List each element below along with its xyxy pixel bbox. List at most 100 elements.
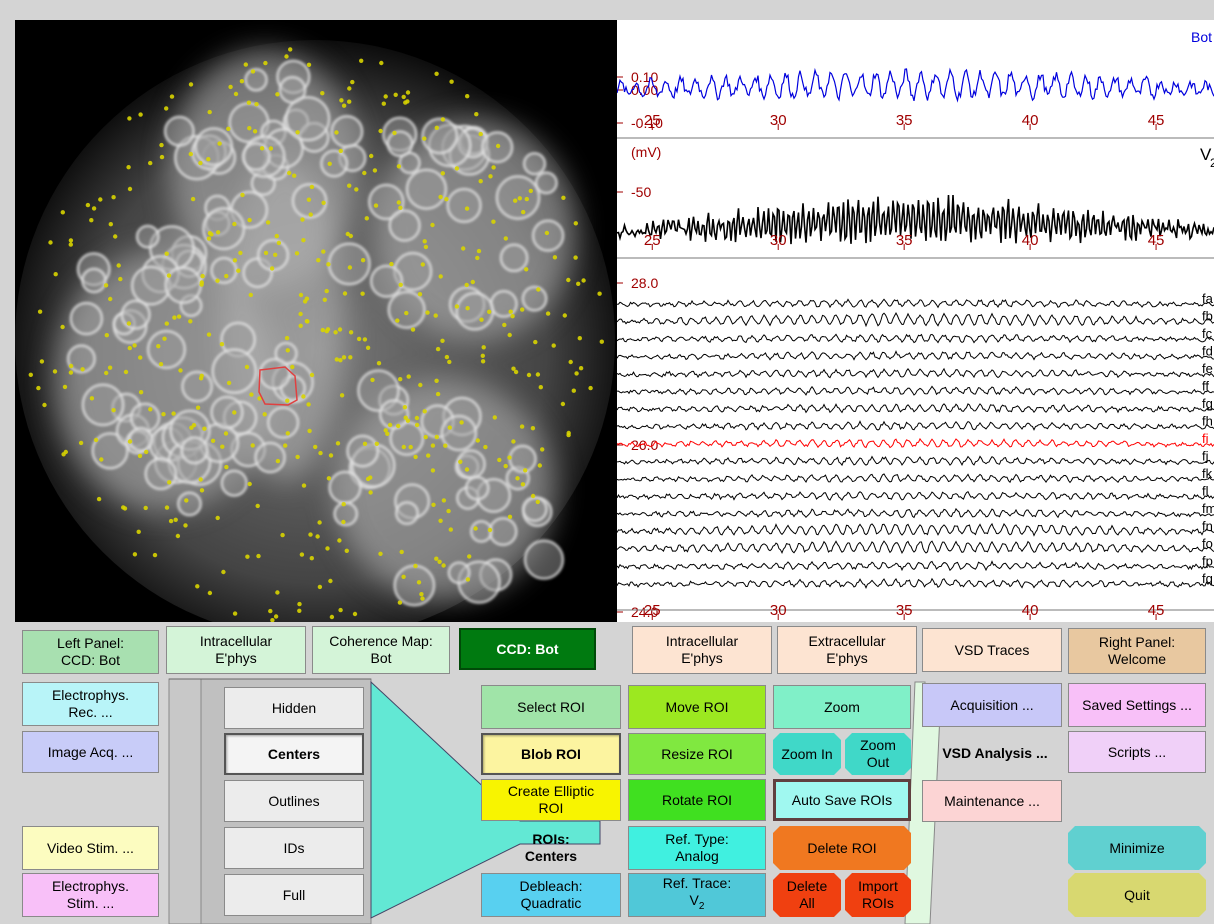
roi-center-dot[interactable] [517,196,522,201]
roi-center-dot[interactable] [573,221,578,226]
roi-center-dot[interactable] [138,112,143,117]
roi-center-dot[interactable] [473,526,478,531]
roi-center-dot[interactable] [284,54,289,59]
roi-center-dot[interactable] [275,92,280,97]
roi-center-dot[interactable] [373,203,379,208]
roi-center-dot[interactable] [405,90,411,95]
roi-center-dot[interactable] [168,518,174,524]
roi-center-dot[interactable] [420,262,425,267]
roi-center-dot[interactable] [116,263,121,268]
roi-center-dot[interactable] [398,282,403,287]
roi-center-dot[interactable] [533,339,538,345]
left-panel-tab[interactable]: Left Panel: CCD: Bot [22,630,159,674]
roi-center-dot[interactable] [480,359,486,364]
roi-center-dot[interactable] [172,315,177,320]
roi-center-dot[interactable] [324,288,329,294]
roi-center-dot[interactable] [398,377,403,382]
roi-center-dot[interactable] [540,447,545,452]
roi-center-dot[interactable] [464,282,469,288]
roi-center-dot[interactable] [347,183,352,188]
roi-center-dot[interactable] [304,319,310,324]
roi-center-dot[interactable] [378,551,383,556]
roi-center-dot[interactable] [298,292,304,298]
roi-center-dot[interactable] [126,321,132,326]
roi-center-dot[interactable] [434,125,439,130]
roi-center-dot[interactable] [438,274,443,279]
roi-center-dot[interactable] [502,322,507,328]
roi-center-dot[interactable] [226,380,232,386]
roi-center-dot[interactable] [551,343,556,348]
view-full-button[interactable]: Full [224,874,364,916]
roi-center-dot[interactable] [215,515,220,521]
roi-center-dot[interactable] [440,171,445,176]
ccd-image-panel[interactable] [15,20,617,622]
roi-center-dot[interactable] [524,196,529,202]
roi-center-dot[interactable] [190,196,196,202]
roi-center-dot[interactable] [417,292,423,297]
image-acq-button[interactable]: Image Acq. ... [22,731,159,773]
roi-center-dot[interactable] [132,343,137,348]
roi-center-dot[interactable] [448,527,453,532]
roi-center-dot[interactable] [275,590,280,595]
roi-center-dot[interactable] [524,267,529,272]
roi-center-dot[interactable] [354,187,359,192]
roi-center-dot[interactable] [434,556,439,561]
roi-center-dot[interactable] [379,60,384,66]
roi-center-dot[interactable] [337,327,343,332]
roi-center-dot[interactable] [513,198,518,203]
roi-center-dot[interactable] [339,98,344,103]
roi-center-dot[interactable] [352,611,358,617]
roi-center-dot[interactable] [288,47,293,52]
roi-center-dot[interactable] [399,549,404,555]
roi-center-dot[interactable] [519,424,525,429]
roi-center-dot[interactable] [320,91,325,96]
roi-center-dot[interactable] [329,614,335,620]
ref-type-button[interactable]: Ref. Type: Analog [628,826,766,870]
roi-center-dot[interactable] [89,396,95,401]
roi-center-dot[interactable] [248,292,253,298]
vsd-analysis-button[interactable]: VSD Analysis ... [928,731,1062,775]
roi-center-dot[interactable] [511,366,516,371]
roi-center-dot[interactable] [487,527,493,533]
roi-center-dot[interactable] [233,91,239,97]
roi-center-dot[interactable] [441,563,446,568]
roi-center-dot[interactable] [167,480,172,485]
roi-center-dot[interactable] [284,335,290,341]
roi-center-dot[interactable] [273,614,279,619]
roi-center-dot[interactable] [350,79,355,85]
roi-center-dot[interactable] [280,532,285,538]
roi-center-dot[interactable] [503,463,508,469]
right-panel-tab[interactable]: Right Panel: Welcome [1068,628,1206,674]
roi-center-dot[interactable] [136,529,141,534]
roi-center-dot[interactable] [126,165,131,170]
roi-center-dot[interactable] [566,277,571,283]
roi-center-dot[interactable] [360,291,365,296]
roi-center-dot[interactable] [164,505,170,510]
electrophys-stim-button[interactable]: Electrophys. Stim. ... [22,873,159,917]
roi-center-dot[interactable] [341,355,347,360]
roi-center-dot[interactable] [360,258,366,263]
roi-center-dot[interactable] [91,206,97,211]
roi-center-dot[interactable] [308,532,313,537]
roi-center-dot[interactable] [307,428,312,434]
roi-center-dot[interactable] [215,230,221,235]
roi-center-dot[interactable] [188,319,193,324]
roi-center-dot[interactable] [465,94,470,99]
roi-center-dot[interactable] [326,262,331,267]
roi-center-dot[interactable] [249,392,254,397]
view-ids-button[interactable]: IDs [224,827,364,869]
roi-center-dot[interactable] [164,106,169,111]
roi-center-dot[interactable] [444,354,450,360]
roi-center-dot[interactable] [263,60,268,66]
roi-center-dot[interactable] [199,488,205,493]
roi-center-dot[interactable] [169,94,175,99]
roi-center-dot[interactable] [404,310,409,316]
roi-center-dot[interactable] [419,592,424,597]
roi-center-dot[interactable] [441,498,447,503]
roi-center-dot[interactable] [309,372,315,378]
roi-center-dot[interactable] [574,371,579,376]
delete-all-button[interactable]: Delete All [773,873,841,917]
roi-center-dot[interactable] [188,151,193,157]
roi-center-dot[interactable] [478,179,483,184]
roi-center-dot[interactable] [545,311,551,316]
